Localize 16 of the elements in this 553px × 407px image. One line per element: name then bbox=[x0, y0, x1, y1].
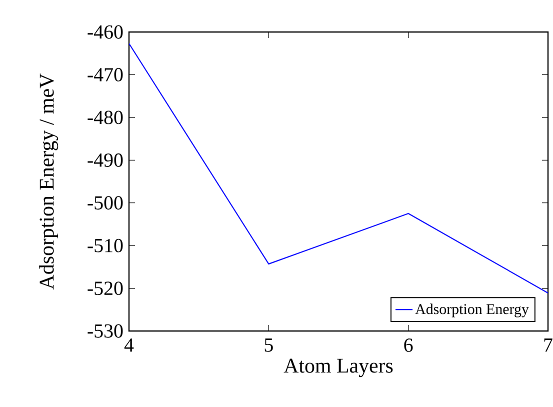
x-tick-label: 5 bbox=[264, 338, 273, 352]
legend-label: Adsorption Energy bbox=[415, 304, 529, 318]
y-tick-label: -530 bbox=[88, 324, 123, 338]
y-tick-label: -470 bbox=[88, 68, 123, 82]
y-axis-title: Adsorption Energy / meV bbox=[39, 74, 58, 290]
y-tick-label: -510 bbox=[88, 238, 123, 252]
y-tick-label: -500 bbox=[88, 196, 123, 210]
y-tick-label: -520 bbox=[88, 282, 123, 295]
x-tick-label: 4 bbox=[124, 338, 134, 352]
line-series bbox=[128, 42, 548, 294]
y-tick-label: -480 bbox=[88, 110, 123, 124]
x-axis-title: Atom Layers bbox=[284, 358, 393, 378]
x-tick-label: 7 bbox=[544, 338, 552, 352]
x-tick-label: 6 bbox=[404, 338, 413, 352]
y-tick-label: -460 bbox=[88, 25, 123, 39]
y-tick-label: -490 bbox=[88, 153, 123, 167]
